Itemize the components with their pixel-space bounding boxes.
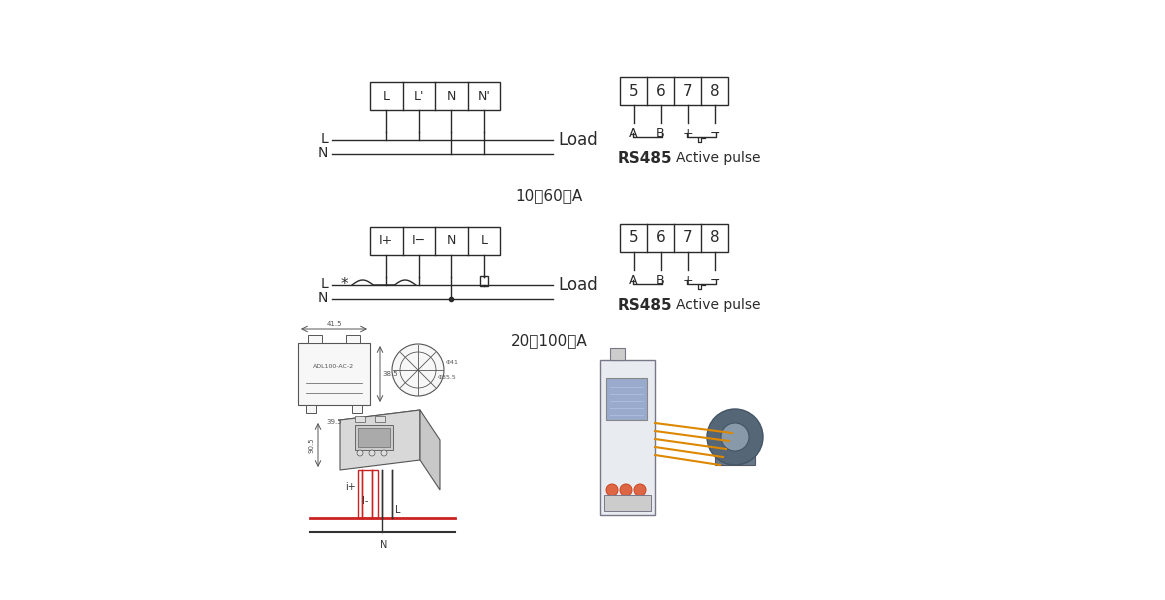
Text: +: + (683, 127, 693, 140)
Text: N': N' (478, 89, 490, 103)
Text: 6: 6 (656, 83, 665, 98)
Text: A: A (629, 127, 637, 140)
Text: 39.5: 39.5 (326, 419, 341, 425)
Text: 7: 7 (683, 230, 692, 245)
Text: N: N (446, 89, 456, 103)
Text: I-: I- (361, 496, 368, 506)
Text: Load: Load (558, 276, 598, 294)
Bar (375, 416, 384, 422)
Text: Φ35.5: Φ35.5 (438, 374, 457, 380)
Bar (600, 360, 655, 515)
Circle shape (707, 409, 763, 465)
Text: L: L (320, 132, 329, 146)
Text: 10（60）A: 10（60）A (515, 188, 582, 203)
Text: 8: 8 (709, 83, 719, 98)
Bar (620, 224, 728, 252)
Bar (620, 77, 728, 105)
Bar (358, 470, 377, 518)
Circle shape (606, 484, 617, 496)
Text: −: − (709, 127, 720, 140)
Text: 5: 5 (629, 83, 638, 98)
Bar (370, 82, 500, 110)
Polygon shape (340, 410, 421, 470)
Text: I+: I+ (379, 235, 394, 247)
Text: *: * (340, 277, 348, 292)
Bar (298, 343, 370, 405)
Circle shape (400, 352, 436, 388)
Text: RS485: RS485 (617, 298, 672, 313)
Bar (346, 335, 360, 343)
Bar (308, 335, 322, 343)
Text: A: A (629, 274, 637, 287)
Text: 90.5: 90.5 (309, 437, 315, 453)
Text: B: B (656, 127, 665, 140)
Text: L: L (480, 235, 487, 247)
Text: I−: I− (411, 235, 426, 247)
Text: +: + (683, 274, 693, 287)
Text: 8: 8 (709, 230, 719, 245)
Bar (355, 425, 393, 450)
Text: L': L' (414, 89, 424, 103)
Text: N: N (318, 146, 329, 160)
Text: 38.5: 38.5 (382, 371, 397, 377)
Polygon shape (340, 410, 430, 455)
Text: ADL100-AC-2: ADL100-AC-2 (313, 364, 354, 369)
Text: B: B (656, 274, 665, 287)
Text: i+: i+ (345, 482, 356, 492)
Polygon shape (421, 410, 440, 490)
Text: L: L (395, 505, 401, 515)
Bar (610, 348, 624, 360)
Bar (603, 495, 651, 511)
Text: RS485: RS485 (617, 151, 672, 166)
Text: N: N (380, 540, 388, 550)
Text: 7: 7 (683, 83, 692, 98)
Bar (352, 405, 362, 413)
Bar (358, 428, 390, 447)
Text: −: − (709, 274, 720, 287)
Text: 5: 5 (629, 230, 638, 245)
Text: L: L (320, 277, 329, 291)
Bar (480, 276, 488, 286)
Text: N: N (318, 291, 329, 305)
Text: Load: Load (558, 131, 598, 149)
Text: N: N (446, 235, 456, 247)
Circle shape (369, 450, 375, 456)
Bar (370, 227, 500, 255)
Text: 20（100）A: 20（100）A (510, 333, 587, 348)
Text: Φ41: Φ41 (446, 359, 459, 365)
Text: Active pulse: Active pulse (676, 298, 761, 312)
Text: 41.5: 41.5 (326, 321, 341, 327)
Bar (715, 453, 755, 465)
Text: L: L (383, 89, 390, 103)
Text: 6: 6 (656, 230, 665, 245)
Circle shape (391, 344, 444, 396)
Circle shape (721, 423, 749, 451)
Bar (606, 378, 647, 420)
Bar (355, 416, 365, 422)
Text: Active pulse: Active pulse (676, 151, 761, 165)
Circle shape (356, 450, 363, 456)
Circle shape (620, 484, 631, 496)
Circle shape (634, 484, 647, 496)
Bar (306, 405, 316, 413)
Circle shape (381, 450, 387, 456)
